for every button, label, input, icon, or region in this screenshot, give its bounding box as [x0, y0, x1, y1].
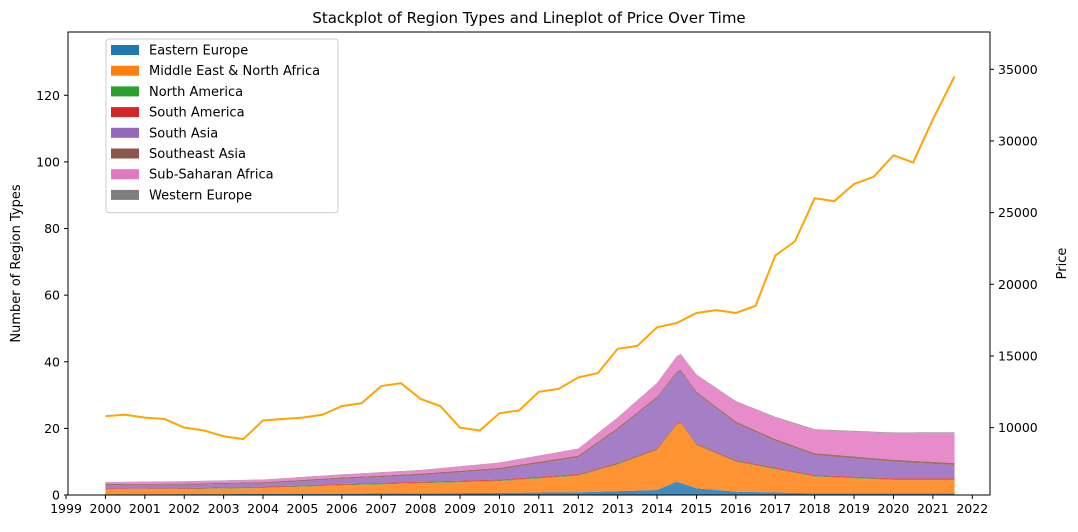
- x-tick-label: 2008: [405, 501, 437, 516]
- x-tick-label: 2020: [878, 501, 910, 516]
- legend-label-middle-east-north-africa: Middle East & North Africa: [149, 64, 320, 79]
- x-tick-label: 2001: [129, 501, 161, 516]
- x-tick-label: 2004: [247, 501, 279, 516]
- x-tick-label: 2011: [523, 501, 555, 516]
- y-tick-label: 100: [36, 154, 60, 169]
- x-tick-label: 2013: [602, 501, 634, 516]
- x-tick-label: 2002: [168, 501, 200, 516]
- y2-tick-label: 15000: [998, 348, 1038, 363]
- x-tick-label: 2017: [759, 501, 791, 516]
- x-tick-label: 2016: [720, 501, 752, 516]
- legend-swatch-eastern-europe: [111, 45, 139, 55]
- legend-label-southeast-asia: Southeast Asia: [149, 147, 246, 162]
- x-tick-label: 2015: [681, 501, 713, 516]
- stack-areas: [105, 353, 955, 495]
- y2-axis-label: Price: [1055, 248, 1070, 280]
- legend-label-south-america: South America: [149, 106, 245, 121]
- legend-box: [105, 38, 339, 214]
- legend-swatch-south-asia: [111, 127, 139, 138]
- area-sub-saharan-africa: [105, 354, 955, 485]
- y2-tick-label: 35000: [998, 62, 1038, 77]
- x-tick-label: 2019: [838, 501, 870, 516]
- x-tick-label: 2018: [799, 501, 831, 516]
- x-tick-label: 2006: [326, 501, 358, 516]
- price-line: [105, 75, 956, 441]
- y2-tick-label: 20000: [998, 277, 1038, 292]
- x-tick-label: 2012: [562, 501, 594, 516]
- legend-swatch-western-europe: [111, 189, 139, 200]
- plot-frame: [67, 31, 991, 496]
- legend-swatch-south-america: [111, 107, 139, 118]
- right-y-axis-ticks: 10000 15000 20000 25000 30000 35000: [990, 62, 1038, 435]
- y-tick-label: 0: [52, 488, 60, 503]
- legend-swatch-middle-east-north-africa: [111, 65, 139, 76]
- y-tick-label: 40: [44, 354, 60, 369]
- x-tick-label: 2014: [641, 501, 673, 516]
- y2-tick-label: 25000: [998, 205, 1038, 220]
- legend-swatch-southeast-asia: [111, 148, 139, 159]
- legend: Eastern Europe Middle East & North Africa…: [105, 38, 339, 214]
- y2-tick-label: 10000: [998, 420, 1038, 435]
- area-eastern-europe: [105, 481, 955, 495]
- x-tick-label: 2021: [917, 501, 949, 516]
- y-tick-label: 60: [44, 288, 60, 303]
- area-south-asia: [105, 371, 955, 489]
- x-tick-label: 2005: [287, 501, 319, 516]
- legend-label-western-europe: Western Europe: [149, 188, 252, 203]
- area-middle-east-north-africa: [105, 423, 955, 495]
- x-tick-label: 1999: [50, 501, 82, 516]
- x-tick-label: 2000: [90, 501, 122, 516]
- y-tick-label: 80: [44, 221, 60, 236]
- x-axis-ticks: 1999 2000 2001 2002 2003 2004 2005 2006 2007 2008…: [50, 495, 988, 516]
- legend-label-eastern-europe: Eastern Europe: [149, 44, 248, 59]
- price-line-layer: [105, 75, 956, 441]
- x-tick-label: 2010: [484, 501, 516, 516]
- x-tick-label: 2022: [956, 501, 988, 516]
- legend-swatch-sub-saharan-africa: [111, 169, 139, 180]
- chart-title: Stackplot of Region Types and Lineplot o…: [312, 9, 745, 27]
- x-tick-label: 2003: [208, 501, 240, 516]
- y-tick-label: 120: [36, 88, 60, 103]
- x-tick-label: 2007: [365, 501, 397, 516]
- x-tick-label: 2009: [444, 501, 476, 516]
- legend-swatch-north-america: [111, 86, 139, 97]
- legend-label-north-america: North America: [149, 85, 243, 100]
- legend-label-sub-saharan-africa: Sub-Saharan Africa: [149, 168, 274, 183]
- y-tick-label: 20: [44, 421, 60, 436]
- left-y-axis-ticks: 0 20 40 60 80 100 120: [36, 88, 68, 503]
- y2-tick-label: 30000: [998, 133, 1038, 148]
- legend-label-south-asia: South Asia: [149, 126, 218, 141]
- y-axis-label: Number of Region Types: [9, 184, 24, 343]
